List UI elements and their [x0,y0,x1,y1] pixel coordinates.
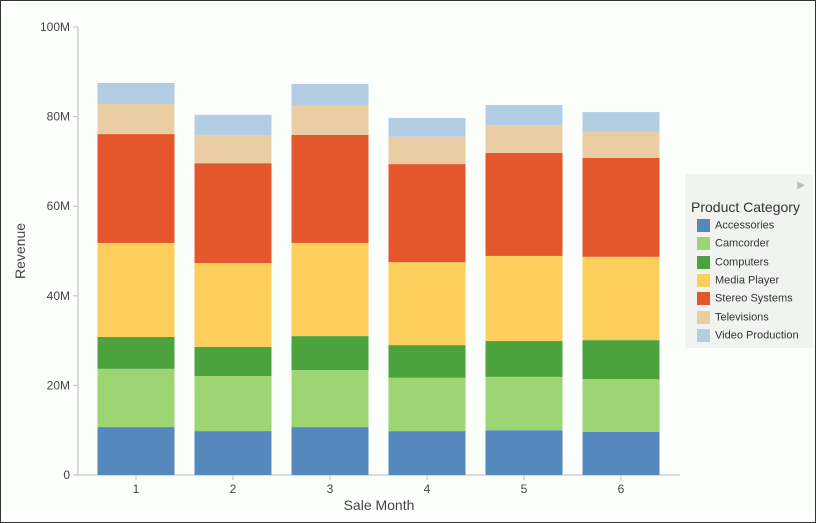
legend-label: Camcorder [715,237,770,250]
bar-segment[interactable] [388,262,466,346]
bar-segment[interactable] [291,336,369,371]
bar-segment[interactable] [97,337,175,369]
bar-segment[interactable] [194,346,272,376]
bar-segment[interactable] [485,125,563,153]
bar-segment[interactable] [194,263,272,347]
legend-item[interactable]: Computers [697,255,769,272]
legend-label: Stereo Systems [715,292,793,305]
bar-segment[interactable] [97,83,175,105]
legend-label: Accessories [715,219,775,232]
y-tick-label: 20M [47,378,70,392]
bar-segment[interactable] [97,368,175,428]
bar-segment[interactable] [388,431,466,475]
x-tick-label: 6 [618,482,625,496]
bar-segment[interactable] [485,255,563,342]
bar-segment[interactable] [291,242,369,337]
bar-segment[interactable] [97,104,175,135]
bar-segment[interactable] [97,134,175,243]
legend-item[interactable]: Stereo Systems [697,292,793,308]
bar-segment[interactable] [291,370,369,428]
legend-swatch [697,328,710,342]
bar-segment[interactable] [582,340,660,380]
bar-segment[interactable] [582,256,660,341]
x-tick-label: 3 [327,482,334,496]
legend-label: Computers [715,256,769,268]
bar-segment[interactable] [582,431,660,475]
bar-segment[interactable] [97,242,175,338]
legend-title: Product Category [691,199,800,215]
y-tick-label: 100M [40,20,70,34]
legend-item[interactable]: Video Production [697,328,799,345]
bar-segment[interactable] [582,379,660,432]
legend-item[interactable]: Accessories [697,219,774,235]
bar-segment[interactable] [388,136,466,165]
bar-segment[interactable] [291,427,369,475]
bar-segment[interactable] [291,134,369,243]
legend-item[interactable]: Camcorder [697,237,769,253]
y-tick-label: 0 [63,468,70,482]
bar-segment[interactable] [194,134,272,164]
bar-segment[interactable] [194,114,272,135]
legend-swatch [697,219,710,232]
x-tick-label: 1 [133,482,140,496]
bar-segment[interactable] [582,112,660,132]
x-tick-label: 2 [230,482,237,496]
bar-segment[interactable] [194,431,272,475]
x-tick-label: 5 [521,482,528,496]
legend: ▶ Product Category Accessories Camcorder C… [685,174,813,348]
x-tick-label: 4 [424,482,431,496]
bar-segment[interactable] [582,157,660,257]
bar-segment[interactable] [388,117,466,137]
x-axis-title: Sale Month [344,497,415,513]
y-tick-label: 60M [47,199,70,213]
bar-segment[interactable] [388,345,466,378]
legend-label: Video Production [715,329,799,342]
bar-segment[interactable] [485,341,563,377]
bar-segment[interactable] [291,83,369,106]
bar-segment[interactable] [97,427,175,475]
legend-swatch [697,255,710,269]
legend-swatch [697,273,710,287]
bar-segment[interactable] [291,105,369,135]
legend-item[interactable]: Media Player [697,273,780,290]
y-tick-label: 80M [47,110,70,124]
legend-swatch [697,310,710,324]
y-tick-label: 40M [47,289,70,303]
legend-expand-icon[interactable]: ▶ [797,180,805,191]
bar-segment[interactable] [388,377,466,432]
legend-swatch [697,292,710,306]
bar-segment[interactable] [388,164,466,263]
bar-segment[interactable] [194,375,272,432]
legend-swatch [697,237,710,251]
legend-label: Televisions [715,310,769,323]
bar-segment[interactable] [485,376,563,431]
bar-segment[interactable] [194,163,272,264]
bar-segment[interactable] [582,131,660,158]
bar-segment[interactable] [485,152,563,256]
y-axis-title: Revenue [12,223,28,279]
bar-segment[interactable] [485,430,563,475]
legend-label: Media Player [715,274,780,287]
legend-item[interactable]: Televisions [697,310,769,327]
bar-segment[interactable] [485,104,563,126]
